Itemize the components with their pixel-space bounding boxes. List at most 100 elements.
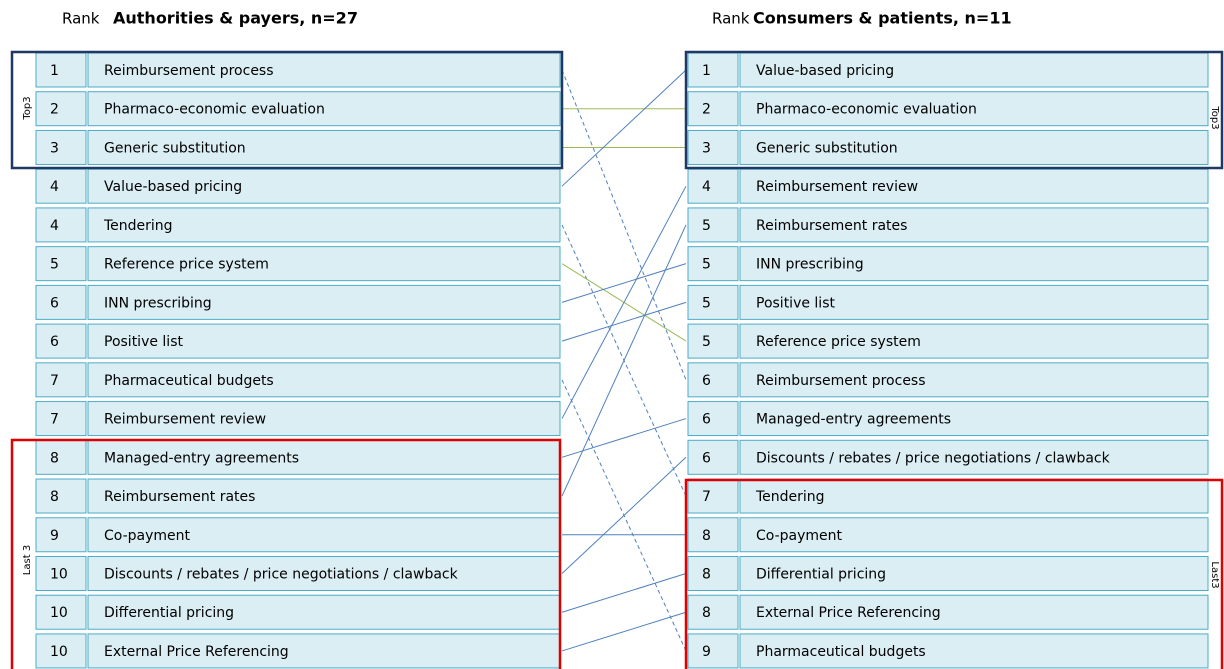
rank: 10 xyxy=(50,566,68,582)
item-label: Discounts / rebates / price negotiations… xyxy=(104,566,459,582)
rank-box xyxy=(687,478,739,514)
rank-box xyxy=(687,284,739,320)
item-box xyxy=(739,246,1209,282)
item-label: External Price Referencing xyxy=(756,605,941,621)
item-label: Reference price system xyxy=(104,257,269,273)
rank-box xyxy=(687,362,739,398)
group-label: Top3 xyxy=(1209,105,1220,129)
left-title: Authorities & payers, n=27 xyxy=(113,9,358,28)
item-label: External Price Referencing xyxy=(104,644,289,660)
rank-box xyxy=(687,129,739,165)
rank-box xyxy=(687,555,739,591)
item-label: Reimbursement process xyxy=(104,63,274,79)
item-box xyxy=(87,555,561,591)
rank: 5 xyxy=(702,218,711,234)
rank: 4 xyxy=(50,218,59,234)
rank-box xyxy=(687,323,739,359)
right-title: Consumers & patients, n=11 xyxy=(753,9,1012,28)
rank-box xyxy=(35,362,87,398)
rank: 6 xyxy=(702,412,711,428)
rank-box xyxy=(35,478,87,514)
rank: 5 xyxy=(702,257,711,273)
rank: 5 xyxy=(702,334,711,350)
rank: 8 xyxy=(702,528,711,544)
item-box xyxy=(87,401,561,437)
rank: 7 xyxy=(50,373,59,389)
item-box xyxy=(739,129,1209,165)
item-label: Co-payment xyxy=(756,528,843,544)
item-box xyxy=(739,594,1209,630)
item-box xyxy=(87,168,561,204)
rank: 6 xyxy=(50,295,59,311)
link-line xyxy=(561,418,687,458)
item-box xyxy=(87,323,561,359)
item-box xyxy=(87,633,561,669)
item-box xyxy=(87,207,561,243)
rank: 9 xyxy=(50,528,59,544)
rank-header: Rank xyxy=(62,10,100,28)
rank: 8 xyxy=(50,489,59,505)
item-label: Pharmaceutical budgets xyxy=(104,373,274,389)
rank-box xyxy=(687,594,739,630)
rank: 3 xyxy=(50,140,59,156)
link-line xyxy=(561,456,687,574)
item-label: Tendering xyxy=(755,489,825,505)
item-label: Pharmaco-economic evaluation xyxy=(104,102,325,118)
item-box xyxy=(739,207,1209,243)
item-box xyxy=(87,91,561,127)
rank-box xyxy=(35,401,87,437)
rank: 8 xyxy=(702,605,711,621)
rank: 8 xyxy=(702,566,711,582)
rank-box xyxy=(35,284,87,320)
item-box xyxy=(739,517,1209,553)
link-line xyxy=(561,69,687,187)
item-box xyxy=(87,594,561,630)
item-label: INN prescribing xyxy=(104,295,212,311)
rank: 2 xyxy=(702,102,711,118)
link-line xyxy=(561,69,687,381)
last3-frame xyxy=(10,438,562,669)
item-label: Co-payment xyxy=(104,528,191,544)
item-label: Generic substitution xyxy=(104,140,246,156)
item-box xyxy=(739,284,1209,320)
link-line xyxy=(561,611,687,652)
rank: 7 xyxy=(702,489,711,505)
rank-box xyxy=(687,207,739,243)
item-label: Discounts / rebates / price negotiations… xyxy=(756,450,1111,466)
item-label: Differential pricing xyxy=(756,566,886,582)
item-label: Reimbursement rates xyxy=(756,218,907,234)
item-box xyxy=(87,362,561,398)
item-label: Pharmaceutical budgets xyxy=(756,644,926,660)
item-box xyxy=(87,52,561,88)
item-label: Reference price system xyxy=(756,334,921,350)
rank-box xyxy=(687,439,739,475)
rank: 3 xyxy=(702,140,711,156)
rank-box xyxy=(687,246,739,282)
item-box xyxy=(739,401,1209,437)
rank-box xyxy=(687,52,739,88)
item-label: Reimbursement rates xyxy=(104,489,255,505)
item-box xyxy=(87,439,561,475)
item-label: Value-based pricing xyxy=(104,179,242,195)
group-label: Top3 xyxy=(22,96,33,120)
rank: 2 xyxy=(50,102,59,118)
link-line xyxy=(561,263,687,303)
item-label: Positive list xyxy=(756,295,835,311)
rank-box xyxy=(35,517,87,553)
item-label: Tendering xyxy=(103,218,173,234)
item-label: Reimbursement review xyxy=(756,179,918,195)
rank-box xyxy=(35,633,87,669)
item-label: Differential pricing xyxy=(104,605,234,621)
rank: 7 xyxy=(50,412,59,428)
top3-frame xyxy=(10,50,564,170)
item-box xyxy=(87,517,561,553)
item-box xyxy=(739,439,1209,475)
item-box xyxy=(739,168,1209,204)
last3-frame xyxy=(684,478,1224,669)
rank: 5 xyxy=(50,257,59,273)
rank-box xyxy=(35,246,87,282)
group-label: Last 3 xyxy=(22,545,33,575)
item-label: Managed-entry agreements xyxy=(104,450,299,466)
rank: 8 xyxy=(50,450,59,466)
